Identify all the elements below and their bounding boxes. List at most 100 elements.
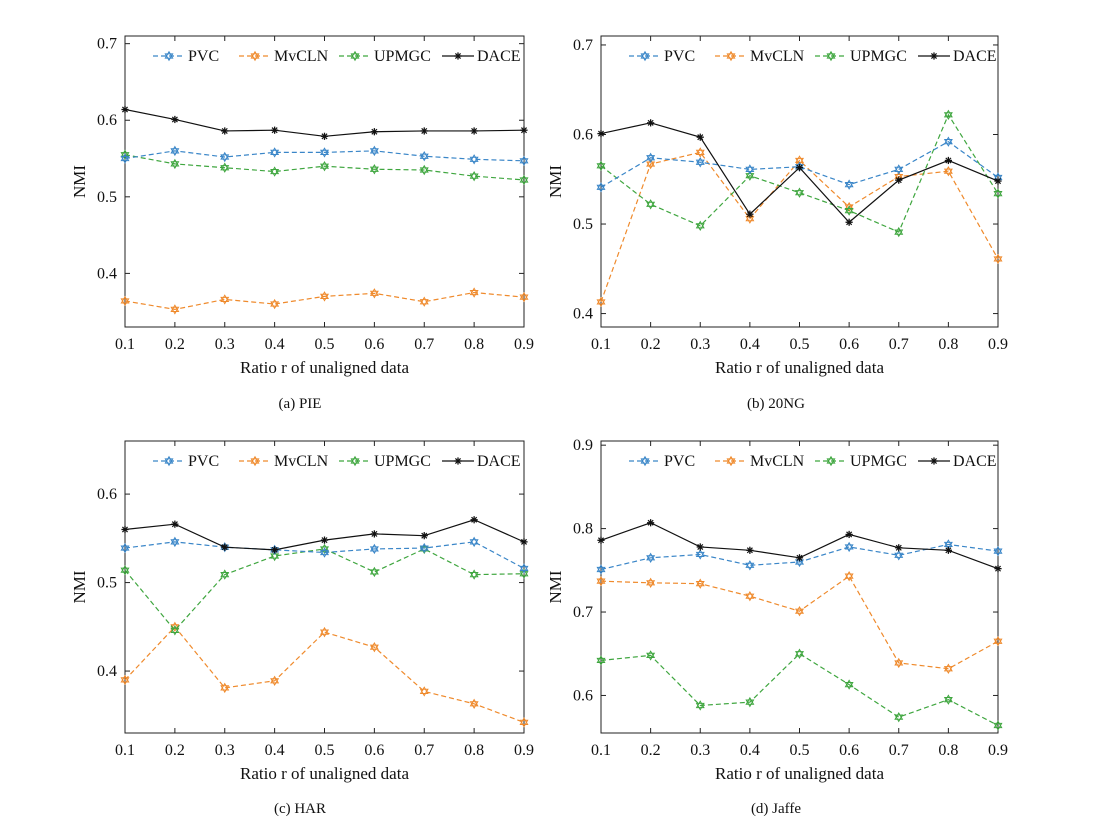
legend-item-dace: DACE <box>442 453 521 470</box>
x-tick-label: 0.6 <box>839 336 859 353</box>
data-point-upmgc <box>794 648 805 659</box>
data-point-mvcln <box>419 296 429 307</box>
legend-label: MvCLN <box>750 453 805 470</box>
data-point-dace <box>520 126 528 134</box>
data-point-upmgc <box>519 174 529 186</box>
data-point-pvc <box>319 547 330 558</box>
series-dace <box>597 519 1002 573</box>
data-point-upmgc <box>319 160 330 172</box>
series-upmgc <box>596 648 1003 731</box>
data-point-mvcln <box>120 295 130 307</box>
x-tick-label: 0.5 <box>790 336 810 353</box>
data-point-pvc <box>120 153 130 164</box>
data-point-dace <box>171 520 179 528</box>
data-point-dace <box>271 126 279 134</box>
data-point-mvcln <box>270 675 280 686</box>
data-point-upmgc <box>993 720 1003 731</box>
y-axis-label: NMI <box>546 570 565 603</box>
x-tick-label: 0.3 <box>215 336 235 353</box>
data-point-upmgc <box>993 188 1003 199</box>
data-point-pvc <box>646 552 656 564</box>
data-point-dace <box>271 546 279 554</box>
data-point-dace <box>994 177 1002 185</box>
x-tick-label: 0.2 <box>165 336 185 353</box>
data-point-pvc <box>170 145 180 157</box>
data-point-pvc <box>745 164 755 175</box>
x-tick-label: 0.9 <box>988 742 1008 759</box>
data-point-dace <box>597 536 605 544</box>
legend-item-pvc: PVC <box>629 48 695 65</box>
series-mvcln <box>120 621 529 728</box>
data-point-dace <box>746 210 754 218</box>
data-point-pvc <box>596 564 606 575</box>
x-tick-label: 0.4 <box>740 742 760 759</box>
series-line-upmgc <box>124 154 525 181</box>
x-tick-label: 0.7 <box>889 336 909 353</box>
series-line-upmgc <box>600 652 999 727</box>
data-point-dace <box>696 133 704 141</box>
legend-marker <box>726 50 736 62</box>
y-tick-label: 0.7 <box>573 604 593 621</box>
series-line-mvcln <box>600 151 999 303</box>
legend-label: PVC <box>664 48 695 65</box>
series-mvcln <box>120 287 529 315</box>
x-tick-label: 0.1 <box>115 742 135 759</box>
series-line-mvcln <box>124 291 525 311</box>
legend-label: DACE <box>953 48 997 65</box>
data-point-pvc <box>419 542 429 554</box>
x-tick-label: 0.2 <box>641 336 661 353</box>
data-point-dace <box>746 546 754 554</box>
series-pvc <box>596 539 1003 575</box>
series-line-upmgc <box>600 113 999 233</box>
chart-panel-4: 0.1 0.2 0.3 0.4 0.5 0.6 0.7 0.8 0.9 0.6 0.7 0.8 0.9 R… <box>546 437 1008 817</box>
x-tick-label: 0.4 <box>740 336 760 353</box>
data-point-upmgc <box>794 187 805 198</box>
data-point-pvc <box>319 147 330 158</box>
data-point-mvcln <box>170 304 180 315</box>
data-point-upmgc <box>170 625 180 636</box>
data-point-mvcln <box>943 165 953 177</box>
x-tick-label: 0.8 <box>464 742 484 759</box>
x-axis-label: Ratio r of unaligned data <box>715 358 884 377</box>
legend-item-mvcln: MvCLN <box>239 453 329 470</box>
data-point-mvcln <box>270 298 280 310</box>
data-point-dace <box>470 127 478 135</box>
y-tick-label: 0.5 <box>97 575 117 592</box>
data-point-dace <box>895 176 903 184</box>
x-tick-label: 0.3 <box>690 742 710 759</box>
legend-label: MvCLN <box>750 48 805 65</box>
data-point-pvc <box>170 536 180 548</box>
data-point-upmgc <box>270 166 280 177</box>
data-point-upmgc <box>844 205 854 216</box>
data-point-upmgc <box>170 158 180 170</box>
data-point-upmgc <box>220 162 230 173</box>
data-point-pvc <box>369 145 379 157</box>
data-point-dace <box>795 164 804 172</box>
x-tick-label: 0.7 <box>889 742 909 759</box>
data-point-dace <box>647 119 655 127</box>
data-point-mvcln <box>220 682 230 694</box>
data-point-mvcln <box>519 291 529 303</box>
data-point-dace <box>171 115 179 124</box>
y-tick-label: 0.5 <box>97 189 117 206</box>
plot-frame <box>600 440 999 734</box>
chart-panel-2: 0.1 0.2 0.3 0.4 0.5 0.6 0.7 0.8 0.9 0.4 0.5 0.6 0.7 R… <box>546 35 1008 412</box>
legend-label: DACE <box>477 453 521 470</box>
data-point-upmgc <box>469 170 479 182</box>
data-point-mvcln <box>319 626 330 638</box>
x-tick-label: 0.7 <box>414 742 434 759</box>
data-point-dace <box>320 536 329 544</box>
data-point-dace <box>795 554 804 562</box>
x-tick-label: 0.8 <box>938 742 958 759</box>
data-point-dace <box>994 565 1002 573</box>
data-point-pvc <box>469 154 479 165</box>
data-point-pvc <box>894 550 904 561</box>
data-point-dace <box>944 156 952 165</box>
x-axis-label: Ratio r of unaligned data <box>240 764 409 783</box>
data-point-mvcln <box>993 253 1003 265</box>
y-tick-label: 0.6 <box>573 687 593 704</box>
legend-marker <box>930 52 938 60</box>
legend-label: PVC <box>188 453 219 470</box>
legend-label: UPMGC <box>374 453 431 470</box>
data-point-upmgc <box>894 711 904 723</box>
